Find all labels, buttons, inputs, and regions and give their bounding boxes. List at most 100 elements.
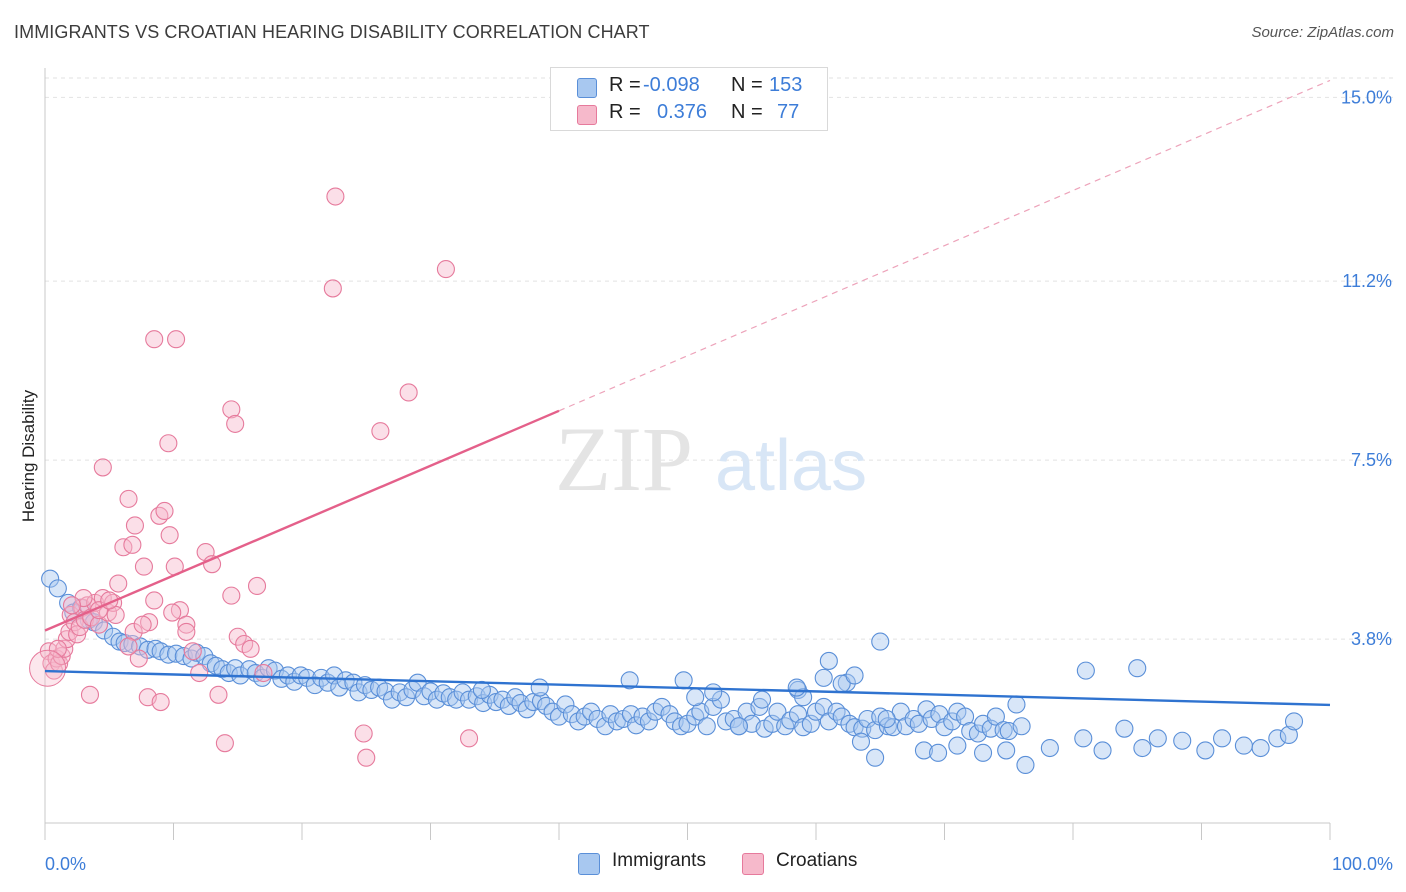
data-point [119,489,138,508]
data-point [459,729,479,748]
y-tick-label: 15.0% [1341,87,1392,107]
chart-title: IMMIGRANTS VS CROATIAN HEARING DISABILIT… [14,22,650,42]
data-point [596,717,615,736]
data-point [74,588,93,608]
data-point [866,748,885,767]
data-point [1012,717,1031,736]
legend-n-label: N = [731,74,763,96]
data-point [247,576,267,596]
data-point [80,685,100,704]
data-point [851,732,871,751]
data-point [1133,738,1152,758]
data-point [159,645,178,664]
data-point [871,632,890,651]
trend-line-immigrants [44,669,1331,707]
data-point [354,724,373,743]
data-point [190,663,209,683]
data-point [183,642,202,661]
source-label: Source: ZipAtlas.com [1251,24,1394,41]
legend-swatch-croatians [577,105,597,125]
data-point [326,187,345,206]
data-point [145,591,164,610]
data-point [686,707,705,726]
data-point [711,690,730,709]
data-point [556,695,575,714]
data-point [1173,731,1192,750]
data-point [382,690,402,709]
data-point [1279,725,1298,745]
series-croatians [29,187,479,767]
data-point [517,700,536,719]
data-point [167,330,186,349]
data-point [124,622,143,641]
data-point [109,574,128,593]
data-point [1016,755,1035,774]
data-point [639,712,659,731]
data-point [814,668,833,687]
data-point [151,693,170,712]
data-point [794,688,813,707]
data-point [752,690,772,709]
legend-r-value: 0.376 [657,101,708,123]
data-point [160,526,179,545]
data-point [150,506,169,525]
data-point [1093,741,1112,760]
data-point [125,516,144,535]
data-point [177,615,196,634]
data-point [472,680,491,700]
data-point [57,630,76,649]
data-point [1148,729,1167,748]
data-point [729,717,748,736]
x-tick-label: 100.0% [1332,854,1393,874]
watermark-zip: ZIP [555,408,693,510]
data-point [1076,661,1095,680]
data-point [119,637,138,656]
data-point [997,741,1016,760]
data-point [357,748,376,767]
data-point [163,603,182,622]
data-point [95,621,114,640]
data-point [956,707,975,726]
data-point [254,663,273,683]
legend-r-label: R = [609,101,641,123]
data-point [948,736,967,755]
y-tick-label: 11.2% [1342,271,1392,291]
data-point [134,557,153,576]
data-point [133,615,152,634]
data-point [750,697,769,716]
data-point [531,692,551,711]
data-point [48,579,67,598]
data-point [1196,741,1215,760]
data-point [226,414,245,433]
legend-r-value: -0.098 [643,74,700,96]
data-point [222,400,241,419]
data-point [1115,719,1134,738]
data-point [877,709,896,729]
data-point [973,743,993,762]
data-point [832,707,851,726]
data-point [768,702,787,721]
data-point [397,688,416,707]
data-point [145,330,164,349]
data-point [704,697,723,716]
data-point [776,717,795,736]
data-point [827,702,846,721]
bottom-legend-label-immigrants: Immigrants [612,850,706,871]
trend-line-croatians [44,409,560,632]
data-point [914,741,933,760]
data-point [621,705,641,724]
data-point [1040,738,1059,758]
data-point [68,625,87,644]
stats-legend: R = -0.098 N = 153 R = 0.376 N = 77 [550,67,828,131]
legend-swatch-immigrants [577,78,597,98]
data-point [177,622,196,641]
data-point [215,734,234,753]
data-point [89,615,109,634]
data-point [787,678,806,697]
data-point [801,714,820,733]
legend-n-label: N = [731,101,763,123]
legend-n-value: 77 [777,101,800,123]
data-point [1007,695,1026,714]
trend-line-croatians-extension [558,79,1331,412]
